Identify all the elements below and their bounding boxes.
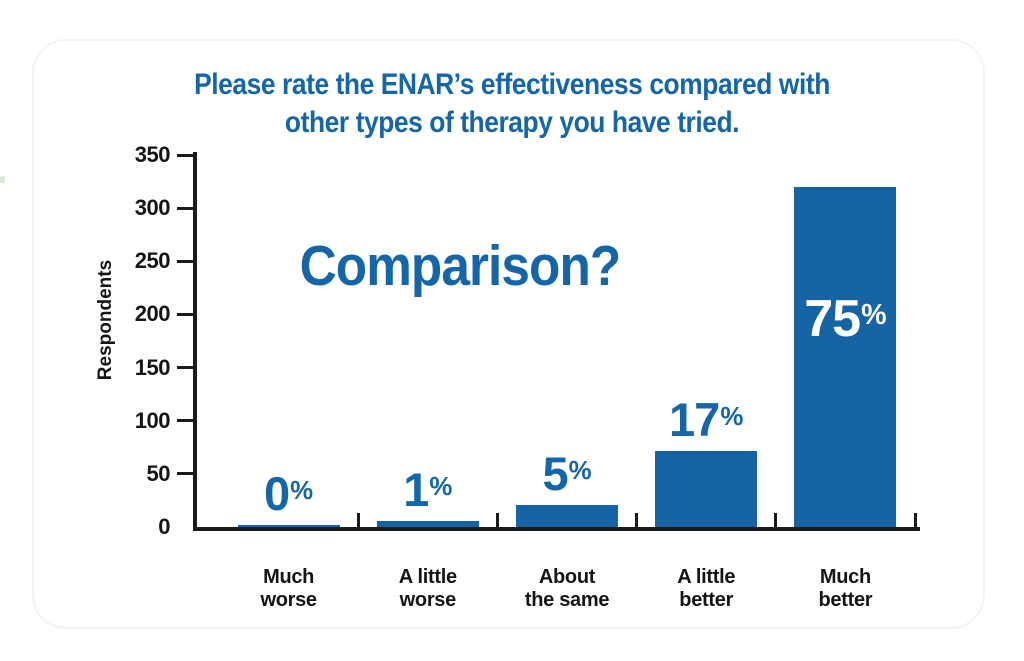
y-tick-label: 100 (134, 407, 171, 433)
x-category-label-line: About (538, 566, 596, 588)
bar-value-label: 17% (669, 392, 744, 446)
x-axis-line (193, 527, 920, 531)
y-tick-label: 300 (134, 195, 171, 221)
x-axis-tick (495, 513, 499, 527)
scan-artifact (0, 176, 5, 183)
percent-sign: % (568, 456, 592, 485)
x-category-label-line: A little (398, 566, 457, 588)
y-tick-label: 200 (134, 301, 171, 327)
x-category-label-line: worse (399, 589, 457, 611)
x-category-label-line: better (818, 589, 873, 611)
bar-value-label: 1% (403, 462, 453, 516)
y-axis-tick (177, 259, 194, 263)
bar-about-the-same (516, 504, 618, 527)
x-category-label-line: Much (263, 566, 315, 588)
bar-a-little-better (655, 450, 758, 527)
y-tick-label: 0 (158, 514, 170, 539)
x-axis-tick (774, 513, 778, 527)
y-tick-label: 350 (134, 142, 171, 167)
y-tick-label: 150 (134, 354, 171, 380)
bar-much-worse (237, 524, 340, 527)
comparison-annotation: Comparison? (299, 234, 622, 298)
x-category-label: Much worse (204, 566, 374, 612)
x-axis-tick (356, 513, 360, 527)
y-axis-tick (177, 472, 194, 476)
chart-title-line1: Please rate the ENAR’s effectiveness com… (194, 68, 830, 101)
chart-title: Please rate the ENAR’s effectiveness com… (116, 66, 908, 142)
bar-a-little-worse (376, 520, 479, 527)
x-axis-tick (635, 513, 639, 527)
y-axis-line (193, 152, 197, 531)
x-category-label: A little better (621, 566, 791, 612)
bar-value-label: 5% (542, 446, 592, 500)
x-category-label-line: worse (260, 589, 317, 611)
y-tick-label: 50 (146, 460, 171, 486)
x-category-label: About the same (482, 566, 652, 612)
percent-sign: % (861, 298, 887, 331)
y-axis-tick (177, 153, 194, 157)
y-axis-tick (177, 312, 194, 316)
x-category-label-line: Much (819, 566, 871, 588)
x-category-label: A little worse (343, 566, 513, 612)
bar-value-label: 75% (804, 289, 887, 348)
percent-sign: % (290, 476, 314, 505)
x-category-label-line: A little (677, 566, 736, 588)
y-axis-tick (177, 206, 194, 210)
chart-title-line2: other types of therapy you have tried. (284, 106, 740, 139)
percent-sign: % (720, 402, 744, 431)
x-category-label: Much better (760, 566, 930, 612)
x-category-label-line: better (679, 589, 734, 611)
x-axis-tick (913, 513, 917, 527)
y-axis-tick (177, 419, 194, 423)
y-axis-tick (177, 366, 194, 370)
y-tick-label: 250 (134, 248, 171, 274)
x-category-label-line: the same (524, 589, 610, 611)
bar-value-label: 0% (264, 466, 314, 520)
percent-sign: % (429, 472, 453, 501)
bar-much-better (794, 186, 897, 527)
